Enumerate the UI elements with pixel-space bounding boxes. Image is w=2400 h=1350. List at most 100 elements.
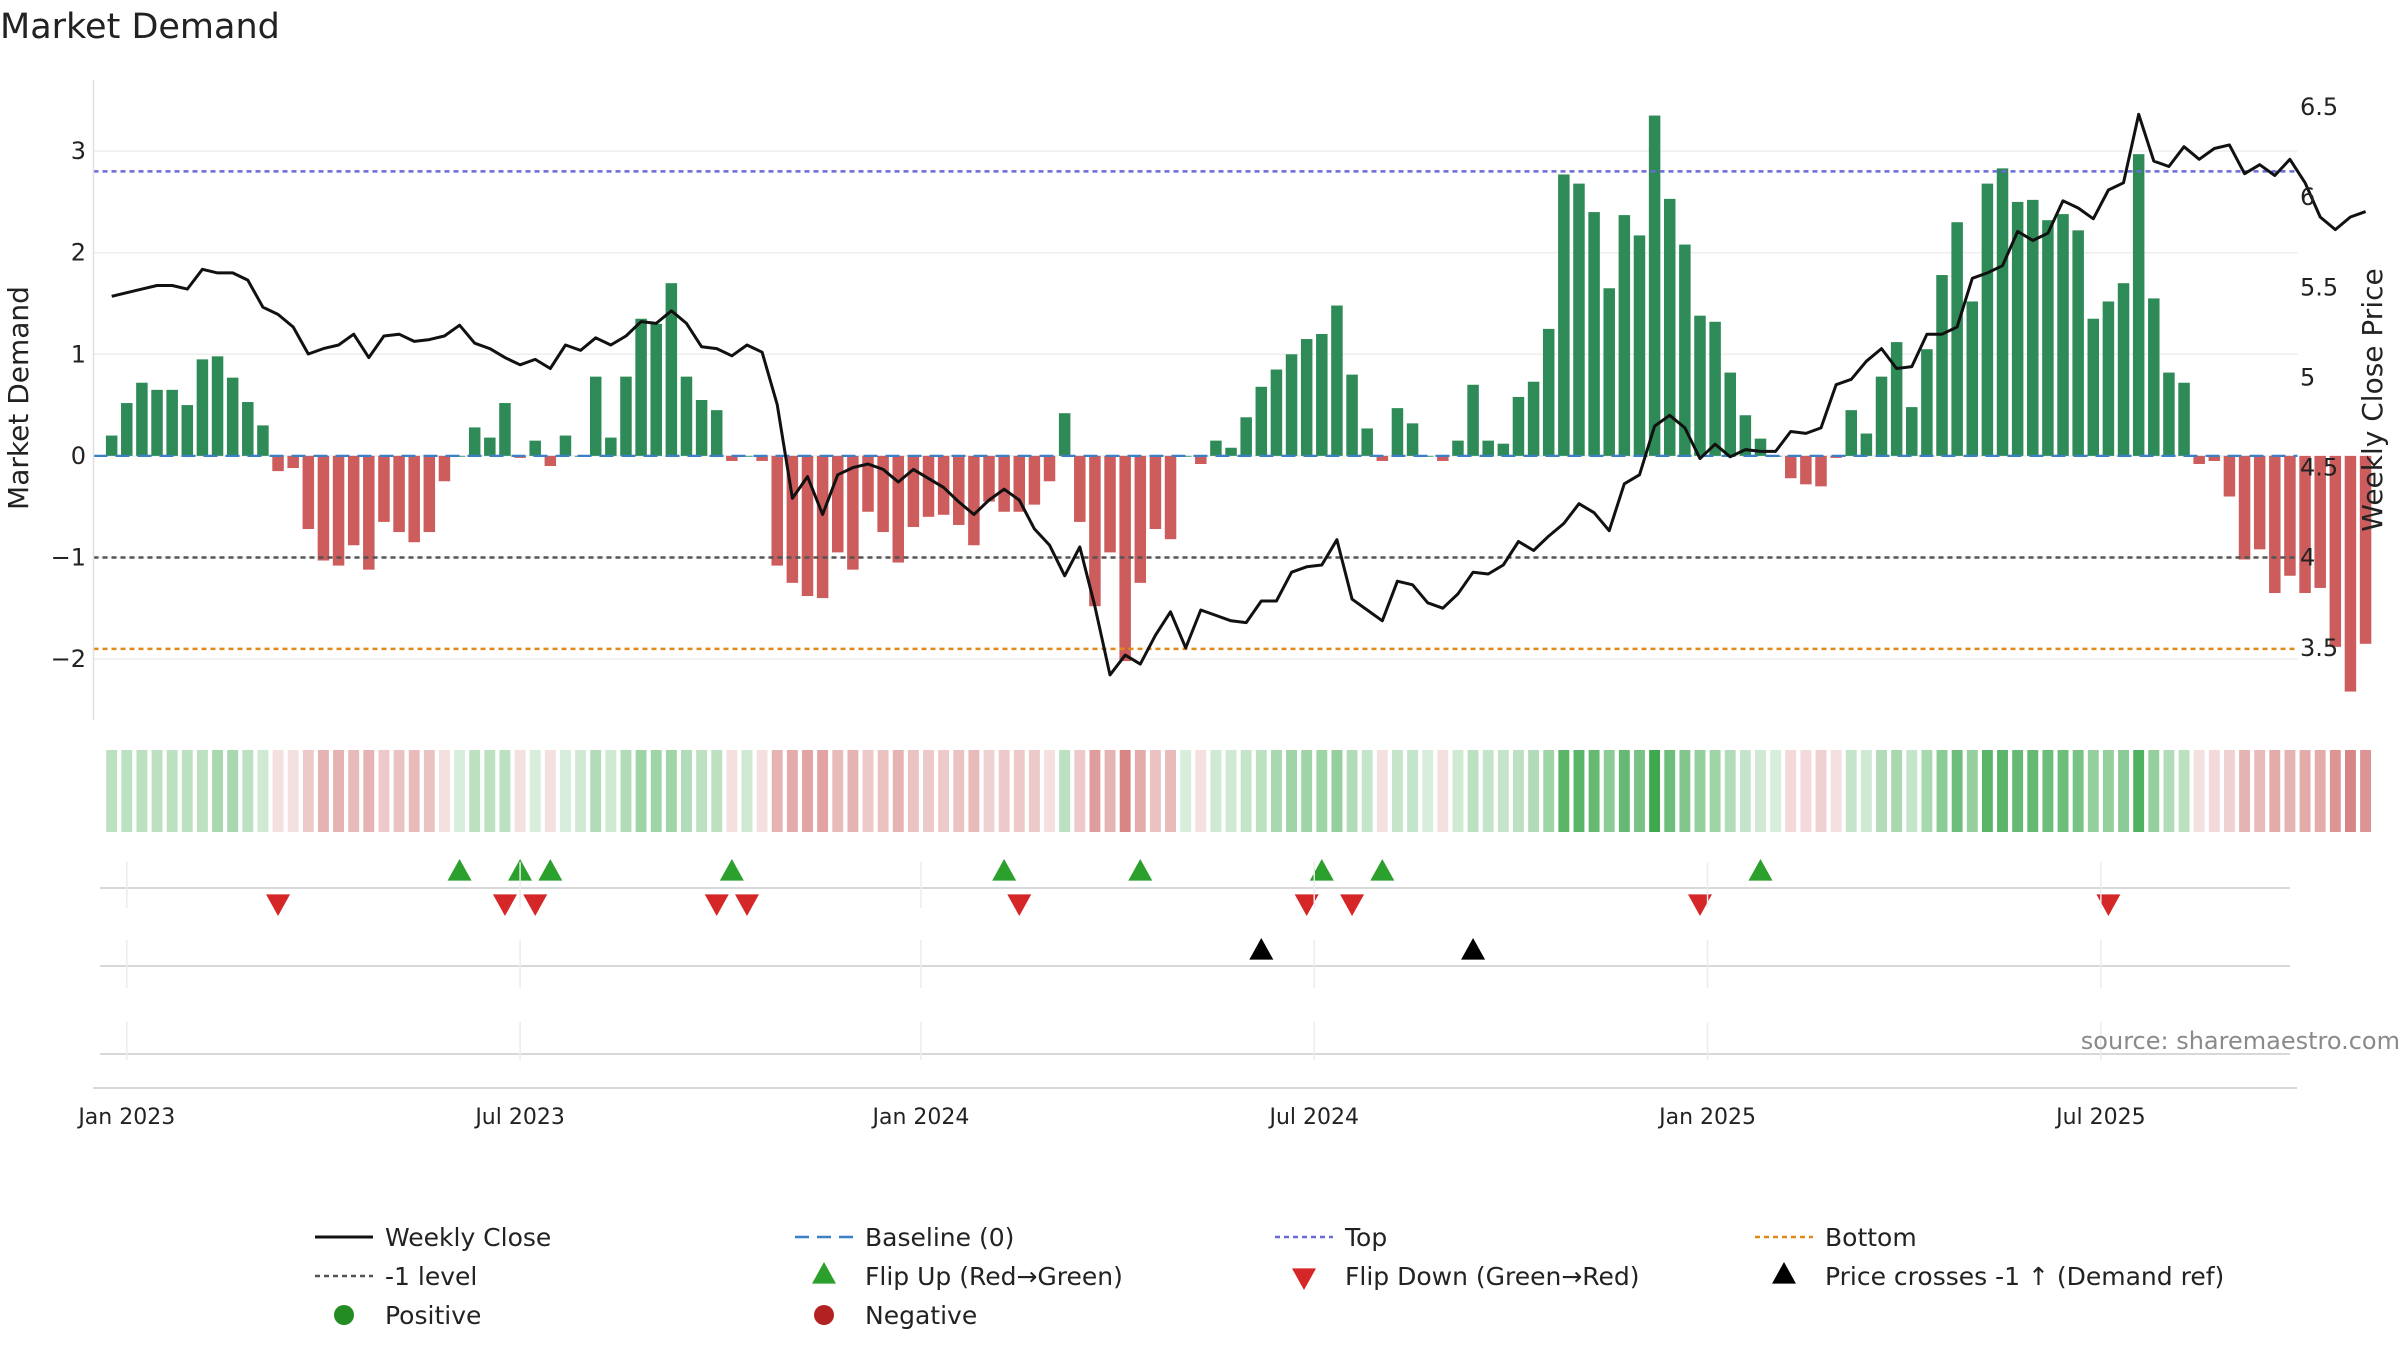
band-cell [1936, 750, 1948, 832]
band-cell [302, 750, 314, 832]
price-cross-marker [1249, 938, 1274, 960]
demand-bar [302, 455, 315, 530]
demand-bar [1391, 408, 1404, 456]
demand-bar [1860, 433, 1873, 456]
demand-bar [922, 455, 935, 517]
band-cell [1966, 750, 1978, 832]
demand-bar [1013, 455, 1026, 512]
band-cell [333, 750, 345, 832]
demand-bar [907, 455, 920, 527]
demand-bar [363, 455, 375, 570]
legend-label: Flip Down (Green→Red) [1345, 1262, 1640, 1291]
demand-bar [1179, 455, 1192, 457]
band-cell [1225, 750, 1237, 832]
band-cell [575, 750, 587, 832]
legend-label: Bottom [1825, 1223, 1917, 1252]
band-cell [1149, 750, 1161, 832]
demand-bar [1936, 275, 1948, 456]
flip-down-marker [266, 894, 291, 916]
band-cell [469, 750, 481, 832]
demand-bar [816, 455, 829, 599]
demand-bar [983, 455, 995, 502]
demand-bar [1043, 455, 1056, 482]
demand-bar [196, 359, 209, 456]
y2-tick-label: 5 [2300, 363, 2315, 391]
demand-bar [1603, 288, 1615, 456]
demand-bar [998, 455, 1010, 512]
band-cell [1240, 750, 1252, 832]
band-cell [1588, 750, 1600, 832]
demand-bar [544, 455, 557, 467]
reference-lines [93, 112, 2367, 677]
band-cell [1981, 750, 1993, 832]
flip-up-marker [719, 859, 744, 881]
band-cell [1634, 750, 1645, 832]
demand-bar [1754, 438, 1767, 456]
band-cell [907, 750, 919, 832]
band-cell [1649, 750, 1661, 832]
flip-down-marker [1007, 894, 1032, 916]
demand-bar [968, 455, 980, 546]
band-cell [560, 750, 571, 832]
demand-bar [1981, 183, 1994, 456]
band-cell [1391, 750, 1403, 832]
band-cell [227, 750, 239, 832]
band-cell [1724, 750, 1736, 832]
demand-bar [1346, 374, 1358, 456]
flip-down-marker [523, 894, 548, 916]
demand-bar [1542, 328, 1555, 456]
band-cell [1770, 750, 1782, 832]
chart-title: Market Demand [0, 7, 280, 47]
demand-bar [1452, 440, 1464, 456]
demand-bar [801, 455, 814, 597]
band-cell [1558, 750, 1570, 832]
band-cell [2027, 750, 2039, 832]
demand-bar [1240, 417, 1252, 456]
axes: −2 −1 0 1 2 3 3.5 4 4.5 5 5.5 6 6.5 Jan 2023 Jul 2023 J… [51, 80, 2338, 1130]
demand-bar [1149, 455, 1162, 530]
band-cell [2314, 750, 2326, 832]
demand-bar [1800, 455, 1812, 485]
band-cell [1664, 750, 1676, 832]
demand-bar [2314, 455, 2326, 588]
demand-bar [1663, 198, 1676, 456]
band-cell [1906, 750, 1918, 832]
band-cell [1089, 750, 1101, 832]
legend-label: Positive [385, 1301, 481, 1330]
x-tick-label: Jul 2023 [473, 1105, 565, 1130]
y-tick-label: −2 [51, 645, 86, 673]
band-cell [1755, 750, 1766, 832]
demand-bar [2148, 298, 2160, 456]
band-cell [2148, 750, 2160, 832]
band-cell [1452, 750, 1464, 832]
band-cell [1074, 750, 1086, 832]
band-cell [1195, 750, 1207, 832]
demand-bar [605, 437, 617, 456]
band-cell [2223, 750, 2235, 832]
x-tick-label: Jan 2025 [1657, 1105, 1756, 1130]
band-cell [771, 750, 783, 832]
demand-bar [1300, 339, 1313, 456]
y-tick-label: 1 [71, 340, 86, 368]
band-cell [741, 750, 753, 832]
band-cell [2087, 750, 2099, 832]
demand-bar [741, 455, 753, 457]
band-cell [106, 750, 118, 832]
demand-bar [1679, 244, 1691, 456]
band-cell [938, 750, 950, 832]
band-cell [544, 750, 556, 832]
demand-bar [2269, 455, 2281, 594]
band-cell [1255, 750, 1267, 832]
band-cell [1028, 750, 1040, 832]
band-cell [348, 750, 360, 832]
demand-bar [1633, 235, 1646, 456]
band-cell [1876, 750, 1887, 832]
demand-bar [771, 455, 783, 566]
demand-bar [438, 455, 451, 482]
band-cell [454, 750, 466, 832]
band-cell [1210, 750, 1222, 832]
band-cell [1013, 750, 1025, 832]
band-cell [1422, 750, 1434, 832]
band-cell [590, 750, 602, 832]
